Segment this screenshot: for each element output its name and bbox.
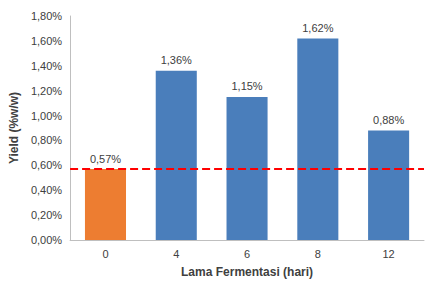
- svg-text:8: 8: [315, 248, 321, 260]
- svg-text:0: 0: [102, 248, 108, 260]
- svg-text:4: 4: [173, 248, 179, 260]
- svg-text:6: 6: [244, 248, 250, 260]
- svg-text:0,40%: 0,40%: [31, 184, 62, 196]
- svg-text:1,20%: 1,20%: [31, 85, 62, 97]
- svg-text:Lama Fermentasi (hari): Lama Fermentasi (hari): [181, 265, 313, 279]
- svg-text:12: 12: [382, 248, 394, 260]
- svg-text:1,60%: 1,60%: [31, 35, 62, 47]
- svg-text:0,20%: 0,20%: [31, 209, 62, 221]
- svg-text:0,60%: 0,60%: [31, 159, 62, 171]
- svg-text:1,62%: 1,62%: [302, 22, 333, 34]
- svg-text:0,57%: 0,57%: [90, 153, 121, 165]
- svg-text:0,88%: 0,88%: [373, 114, 404, 126]
- svg-text:0,80%: 0,80%: [31, 134, 62, 146]
- svg-text:1,36%: 1,36%: [161, 54, 192, 66]
- svg-text:1,15%: 1,15%: [231, 80, 262, 92]
- svg-text:Yield (%w/w): Yield (%w/w): [7, 92, 21, 164]
- svg-text:1,80%: 1,80%: [31, 10, 62, 22]
- svg-text:1,40%: 1,40%: [31, 60, 62, 72]
- svg-text:1,00%: 1,00%: [31, 110, 62, 122]
- svg-text:0,00%: 0,00%: [31, 234, 62, 246]
